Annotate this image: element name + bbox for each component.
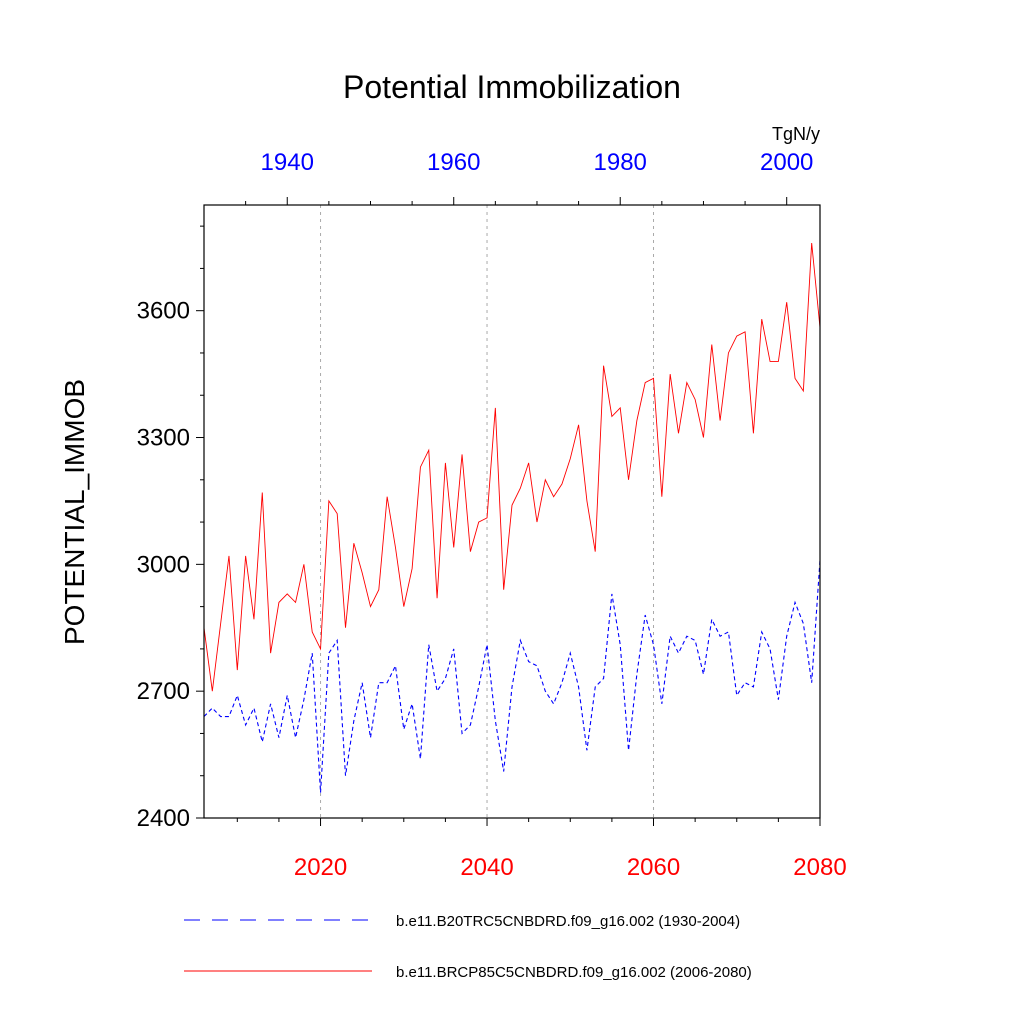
legend-label-1: b.e11.B20TRC5CNBDRD.f09_g16.002 (1930-20… xyxy=(396,913,740,930)
y-axis-label: POTENTIAL_IMMOB xyxy=(59,379,90,645)
x-top-tick-label: 2000 xyxy=(760,149,813,176)
y-tick-label: 2700 xyxy=(137,678,190,705)
y-tick-label: 3600 xyxy=(137,298,190,325)
x-bottom-tick-label: 2020 xyxy=(294,854,347,881)
legend: b.e11.B20TRC5CNBDRD.f09_g16.002 (1930-20… xyxy=(184,913,752,981)
y-tick-label: 3000 xyxy=(137,551,190,578)
units-label: TgN/y xyxy=(772,124,820,144)
x-top-tick-label: 1980 xyxy=(594,149,647,176)
x-top-tick-label: 1960 xyxy=(427,149,480,176)
x-bottom-tick-label: 2080 xyxy=(793,854,846,881)
plot-frame xyxy=(203,204,821,819)
x-top-tick-label: 1940 xyxy=(261,149,314,176)
x-bottom-tick-label: 2040 xyxy=(460,854,513,881)
chart-title: Potential Immobilization xyxy=(343,69,681,105)
series-line-1 xyxy=(203,560,821,793)
legend-label-2: b.e11.BRCP85C5CNBDRD.f09_g16.002 (2006-2… xyxy=(396,964,752,981)
axes: 2400 2700 3000 3300 3600 2020 2040 2060 2080 1940… xyxy=(137,149,847,881)
x-bottom-tick-label: 2060 xyxy=(627,854,680,881)
series-line-2 xyxy=(203,243,821,692)
y-tick-label: 2400 xyxy=(137,805,190,832)
grid-lines xyxy=(320,205,655,818)
series-layer xyxy=(203,243,821,793)
y-tick-label: 3300 xyxy=(137,425,190,452)
